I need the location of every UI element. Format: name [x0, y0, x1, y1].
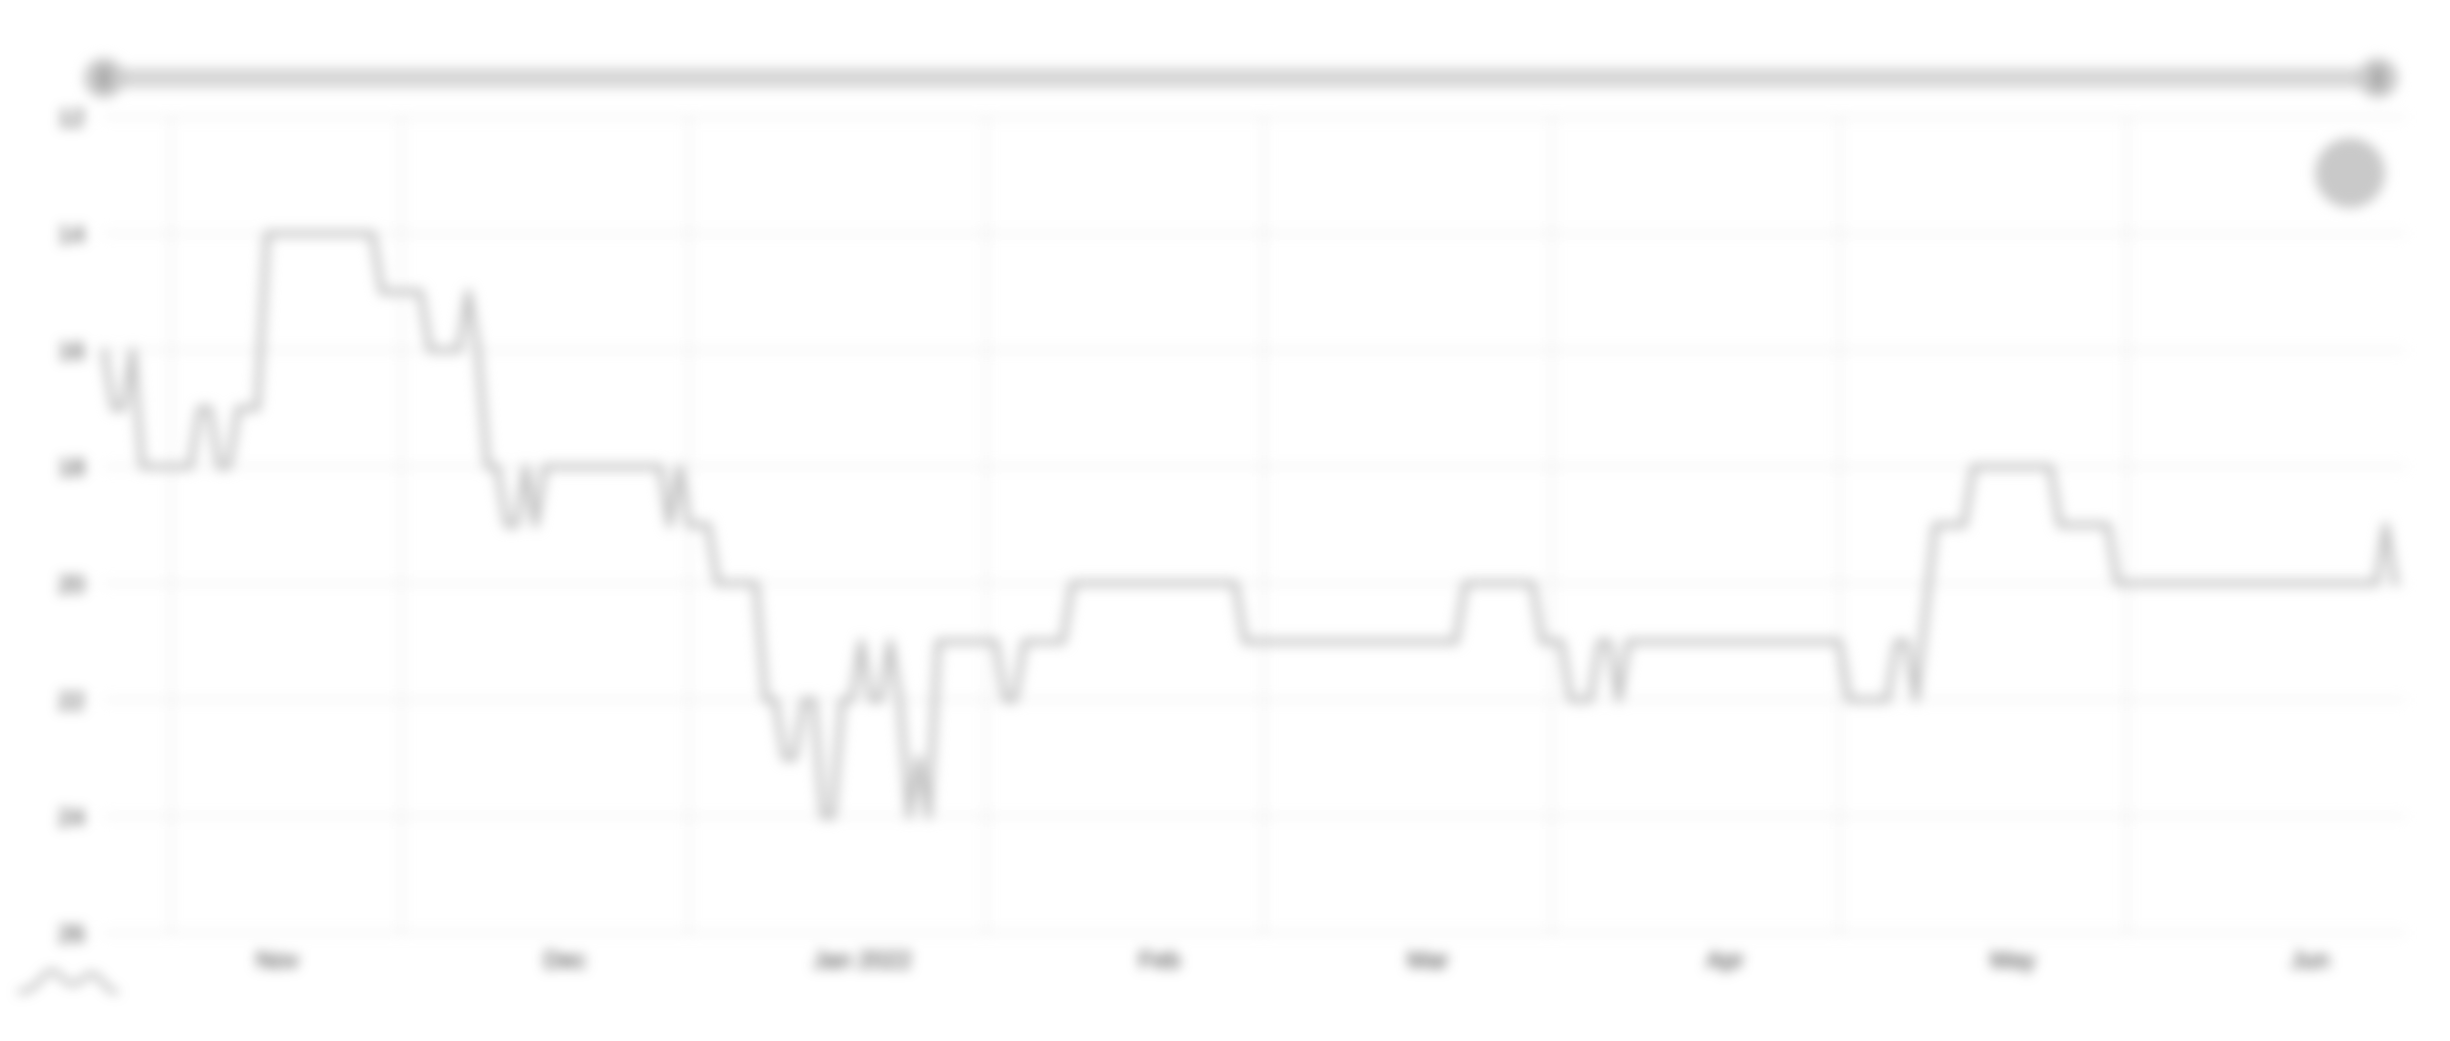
- series-layer: [101, 230, 2399, 820]
- y-tick-label: 16: [58, 338, 85, 365]
- x-tick-label: Jun: [2291, 947, 2330, 974]
- chart-logo-icon: [17, 970, 119, 993]
- x-tick-label: Dec: [544, 947, 587, 974]
- x-tick-label: May: [1990, 947, 2035, 974]
- range-scrollbar[interactable]: [84, 58, 2398, 98]
- zoom-out-button[interactable]: [2315, 138, 2385, 208]
- y-tick-label: 22: [58, 688, 85, 715]
- y-tick-label: 14: [58, 222, 85, 249]
- x-tick-label: Jan 2022: [813, 947, 912, 974]
- y-tick-label: 20: [58, 571, 85, 598]
- scrollbar-end-grip-notch: [2374, 68, 2382, 88]
- y-tick-label: 18: [58, 455, 85, 482]
- x-tick-label: Nov: [256, 947, 299, 974]
- x-tick-label: Mar: [1407, 947, 1448, 974]
- x-tick-label: Feb: [1139, 947, 1180, 974]
- y-tick-label: 12: [58, 105, 85, 132]
- y-tick-label: 24: [58, 804, 85, 831]
- x-tick-label: Apr: [1706, 947, 1743, 974]
- y-axis: 12 14 16 18 20 22 24 26: [58, 105, 85, 948]
- x-axis: Nov Dec Jan 2022 Feb Mar Apr May Jun: [256, 947, 2329, 974]
- scrollbar-start-grip-notch: [100, 68, 108, 88]
- scrollbar-track[interactable]: [104, 68, 2384, 88]
- series-line: [101, 230, 2399, 820]
- y-tick-label: 26: [58, 921, 85, 948]
